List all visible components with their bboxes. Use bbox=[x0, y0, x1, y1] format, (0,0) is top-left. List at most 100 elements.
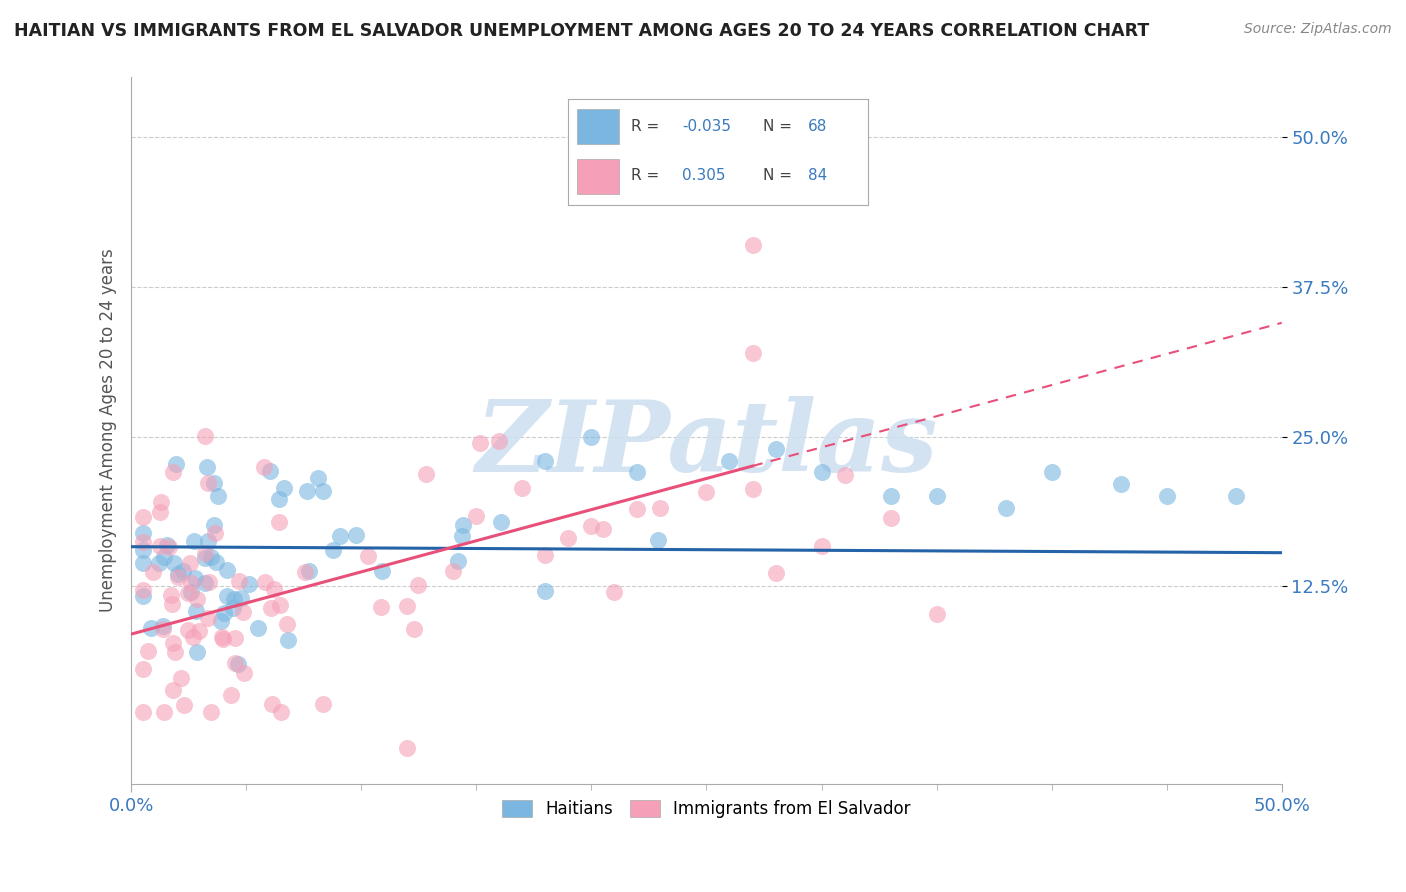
Point bbox=[139, 621, 162, 635]
Point bbox=[207, 489, 229, 503]
Point bbox=[273, 481, 295, 495]
Point bbox=[183, 533, 205, 548]
Point bbox=[371, 564, 394, 578]
Point bbox=[295, 483, 318, 498]
Point bbox=[226, 657, 249, 671]
Point bbox=[765, 442, 787, 456]
Point bbox=[136, 643, 159, 657]
Point bbox=[222, 600, 245, 615]
Point bbox=[263, 582, 285, 597]
Point bbox=[626, 501, 648, 516]
Point bbox=[254, 575, 277, 590]
Point bbox=[925, 490, 948, 504]
Point bbox=[834, 468, 856, 483]
Point bbox=[468, 436, 491, 450]
Point bbox=[209, 614, 232, 628]
Point bbox=[183, 630, 205, 644]
Point bbox=[132, 526, 155, 541]
Point bbox=[166, 570, 188, 584]
Point bbox=[441, 564, 464, 578]
Point bbox=[592, 522, 614, 536]
Point bbox=[451, 529, 474, 543]
Point bbox=[177, 623, 200, 637]
Point bbox=[603, 584, 626, 599]
Point bbox=[194, 546, 217, 560]
Point bbox=[186, 645, 208, 659]
Point bbox=[447, 554, 470, 568]
Point bbox=[810, 466, 832, 480]
Point bbox=[451, 518, 474, 533]
Point bbox=[153, 550, 176, 565]
Point bbox=[184, 571, 207, 585]
Point bbox=[1156, 490, 1178, 504]
Point bbox=[581, 429, 603, 443]
Point bbox=[1109, 477, 1132, 491]
Point bbox=[195, 460, 218, 475]
Point bbox=[219, 688, 242, 702]
Point bbox=[626, 466, 648, 480]
Point bbox=[253, 459, 276, 474]
Point bbox=[765, 566, 787, 581]
Point bbox=[647, 533, 669, 548]
Point bbox=[534, 584, 557, 599]
Point bbox=[534, 548, 557, 562]
Point bbox=[152, 619, 174, 633]
Point bbox=[167, 566, 190, 581]
Point bbox=[312, 483, 335, 498]
Point bbox=[188, 624, 211, 638]
Point bbox=[152, 705, 174, 719]
Point bbox=[211, 631, 233, 645]
Point bbox=[179, 556, 201, 570]
Point bbox=[204, 525, 226, 540]
Point bbox=[148, 556, 170, 570]
Point bbox=[370, 600, 392, 615]
Point bbox=[197, 575, 219, 590]
Point bbox=[1225, 490, 1247, 504]
Point bbox=[132, 582, 155, 597]
Point bbox=[152, 622, 174, 636]
Point bbox=[344, 528, 367, 542]
Point bbox=[277, 633, 299, 648]
Point bbox=[170, 671, 193, 685]
Point bbox=[224, 631, 246, 645]
Point bbox=[402, 622, 425, 636]
Point bbox=[879, 511, 901, 525]
Point bbox=[224, 656, 246, 670]
Point bbox=[215, 563, 238, 577]
Point bbox=[211, 632, 233, 647]
Point bbox=[879, 490, 901, 504]
Point bbox=[132, 535, 155, 549]
Point bbox=[132, 705, 155, 719]
Point bbox=[194, 576, 217, 591]
Point bbox=[160, 588, 183, 602]
Point bbox=[156, 538, 179, 552]
Point bbox=[810, 539, 832, 553]
Text: HAITIAN VS IMMIGRANTS FROM EL SALVADOR UNEMPLOYMENT AMONG AGES 20 TO 24 YEARS CO: HAITIAN VS IMMIGRANTS FROM EL SALVADOR U… bbox=[14, 22, 1149, 40]
Point bbox=[322, 543, 344, 558]
Point bbox=[162, 636, 184, 650]
Point bbox=[534, 453, 557, 467]
Point bbox=[269, 492, 291, 507]
Point bbox=[238, 576, 260, 591]
Point bbox=[132, 510, 155, 524]
Point bbox=[415, 467, 437, 481]
Point bbox=[165, 458, 187, 472]
Point bbox=[149, 494, 172, 508]
Point bbox=[132, 542, 155, 557]
Point bbox=[357, 549, 380, 563]
Point bbox=[149, 539, 172, 553]
Point bbox=[312, 698, 335, 712]
Y-axis label: Unemployment Among Ages 20 to 24 years: Unemployment Among Ages 20 to 24 years bbox=[100, 249, 117, 613]
Point bbox=[259, 464, 281, 478]
Point bbox=[1040, 466, 1063, 480]
Point bbox=[194, 428, 217, 442]
Point bbox=[307, 471, 329, 485]
Point bbox=[200, 705, 222, 719]
Point bbox=[925, 607, 948, 621]
Point bbox=[228, 574, 250, 588]
Point bbox=[197, 611, 219, 625]
Point bbox=[557, 531, 579, 545]
Point bbox=[194, 551, 217, 566]
Point bbox=[260, 600, 283, 615]
Point bbox=[222, 592, 245, 607]
